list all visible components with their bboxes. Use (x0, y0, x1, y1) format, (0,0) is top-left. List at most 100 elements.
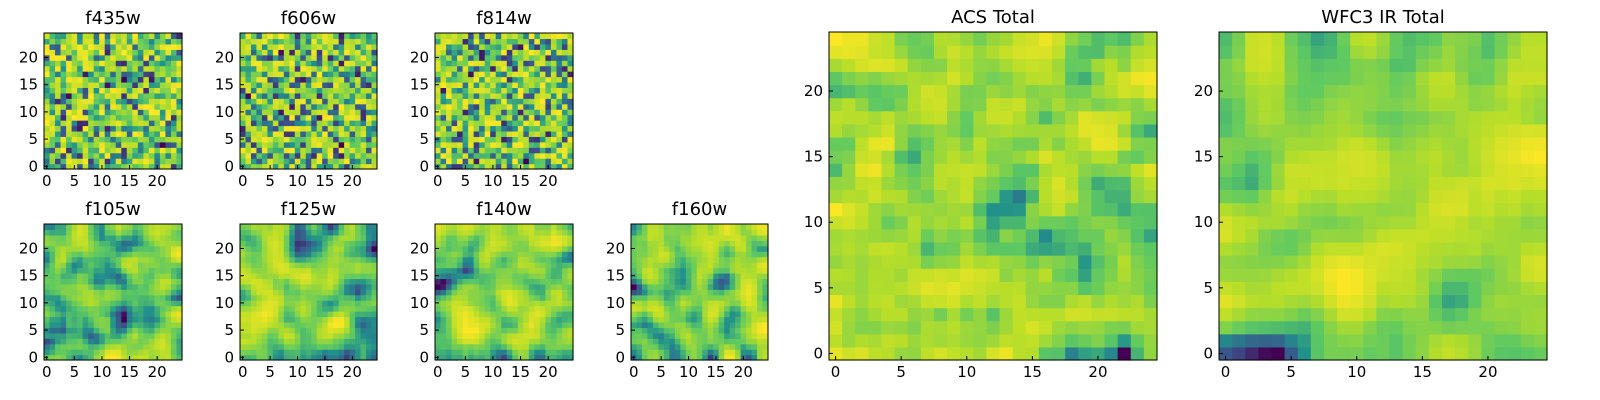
heatmap-cell (250, 71, 258, 78)
heatmap-cell (132, 114, 139, 121)
heatmap-cell (1104, 268, 1119, 282)
heatmap-cell (333, 343, 340, 350)
heatmap-cell (746, 278, 753, 285)
heatmap-cell (305, 234, 312, 241)
heatmap-cell (446, 81, 453, 88)
heatmap-cell (691, 229, 698, 236)
heatmap-cell (735, 256, 742, 263)
heatmap-cell (473, 311, 480, 318)
heatmap-cell (154, 283, 161, 290)
heatmap-cell (77, 256, 84, 263)
heatmap-cell (338, 98, 345, 105)
heatmap-cell (338, 327, 345, 334)
heatmap-cell (366, 272, 373, 279)
heatmap-cell (718, 272, 725, 279)
heatmap-cell (159, 300, 167, 307)
heatmap-cell (55, 321, 62, 328)
heatmap-cell (344, 33, 351, 40)
heatmap-cell (349, 338, 356, 345)
heatmap-cell (523, 305, 530, 312)
heatmap-cell (366, 240, 373, 247)
heatmap-cell (110, 240, 117, 247)
heatmap-cell (440, 141, 447, 148)
heatmap-cell (973, 163, 988, 177)
heatmap-cell (999, 189, 1014, 204)
heatmap-cell (440, 43, 447, 50)
heatmap-cell (550, 311, 558, 318)
heatmap-cell (261, 158, 268, 165)
heatmap-cell (305, 71, 312, 78)
heatmap-cell (1117, 136, 1132, 151)
heatmap-cell (316, 349, 323, 356)
heatmap-cell (360, 240, 367, 247)
heatmap-cell (440, 224, 447, 231)
heatmap-cell (680, 316, 687, 323)
heatmap-cell (327, 262, 334, 269)
heatmap-cell (451, 49, 458, 56)
heatmap-cell (680, 338, 687, 345)
heatmap-cell (1130, 202, 1145, 217)
heatmap-cell (121, 354, 128, 361)
heatmap-cell (256, 147, 263, 154)
heatmap-cell (148, 349, 155, 356)
heatmap-cell (539, 229, 546, 236)
heatmap-cell (283, 294, 290, 301)
heatmap-cell (680, 224, 687, 231)
heatmap-cell (148, 338, 155, 345)
heatmap-cell (110, 141, 117, 148)
heatmap-cell (88, 54, 95, 61)
heatmap-cell (250, 229, 258, 236)
heatmap-cell (316, 54, 323, 61)
heatmap-cell (545, 136, 552, 143)
heatmap-cells (240, 224, 378, 361)
heatmap-cell (907, 150, 922, 164)
heatmap-cell (240, 267, 247, 274)
heatmap-cell (479, 33, 486, 40)
heatmap-cell (165, 278, 172, 285)
heatmap-cell (278, 103, 285, 110)
heatmap-cell (104, 43, 111, 50)
heatmap-cell (457, 338, 464, 345)
heatmap-cell (479, 251, 486, 258)
heatmap-cell (240, 158, 247, 165)
heatmap-cell (349, 136, 356, 143)
heatmap-cell (707, 327, 714, 334)
heatmap-cell (462, 338, 469, 345)
heatmap-cell (170, 120, 178, 127)
heatmap-cell (718, 327, 725, 334)
heatmap-cell (685, 272, 692, 279)
heatmap-cell (148, 87, 155, 94)
heatmap-cell (366, 251, 373, 258)
heatmap-cell (473, 321, 480, 328)
heatmap-cell (457, 130, 464, 137)
heatmap-cell (261, 163, 268, 170)
heatmap-cell (154, 234, 161, 241)
heatmap-cells (44, 33, 183, 170)
heatmap-cell (360, 158, 367, 165)
heatmap-cell (534, 289, 541, 296)
heatmap-cell (468, 267, 475, 274)
heatmap-cell (322, 158, 329, 165)
heatmap-cell (88, 125, 95, 132)
heatmap-cell (322, 92, 329, 99)
heatmap-cell (685, 229, 692, 236)
panel-title: f125w (281, 199, 336, 220)
heatmap-cell (44, 343, 51, 350)
heatmap-cell (517, 54, 524, 61)
heatmap-cell (104, 300, 111, 307)
heatmap-cell (289, 125, 296, 132)
heatmap-cell (88, 38, 95, 45)
heatmap-cell (920, 163, 935, 177)
heatmap-cell (680, 305, 687, 312)
heatmap-cell (473, 92, 480, 99)
heatmap-cell (82, 262, 89, 269)
heatmap-cell (165, 338, 172, 345)
heatmap-cell (534, 338, 541, 345)
heatmap-cell (746, 300, 753, 307)
heatmap-cell (446, 92, 453, 99)
heatmap-cell (360, 327, 367, 334)
x-tick-label: 20 (148, 172, 167, 190)
heatmap-cell (99, 76, 106, 83)
